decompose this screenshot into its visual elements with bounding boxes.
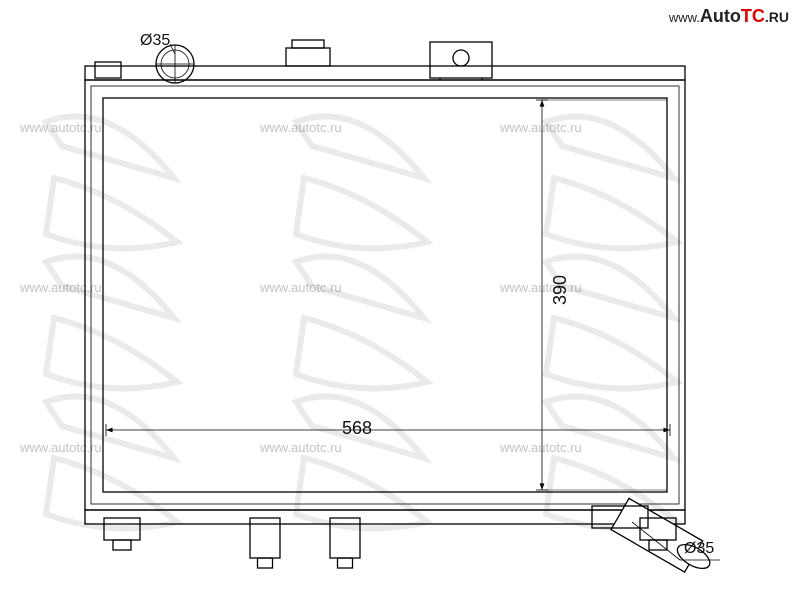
dim-diam-top-label: Ø35 [140,32,170,50]
radiator-drawing [0,0,799,600]
diagram-canvas: www.autotc.ruwww.autotc.ruwww.autotc.ruw… [0,0,799,600]
dim-width-label: 568 [342,418,372,439]
dim-diam-bottom-label: Ø35 [684,540,714,558]
dim-height-label: 390 [550,275,571,305]
